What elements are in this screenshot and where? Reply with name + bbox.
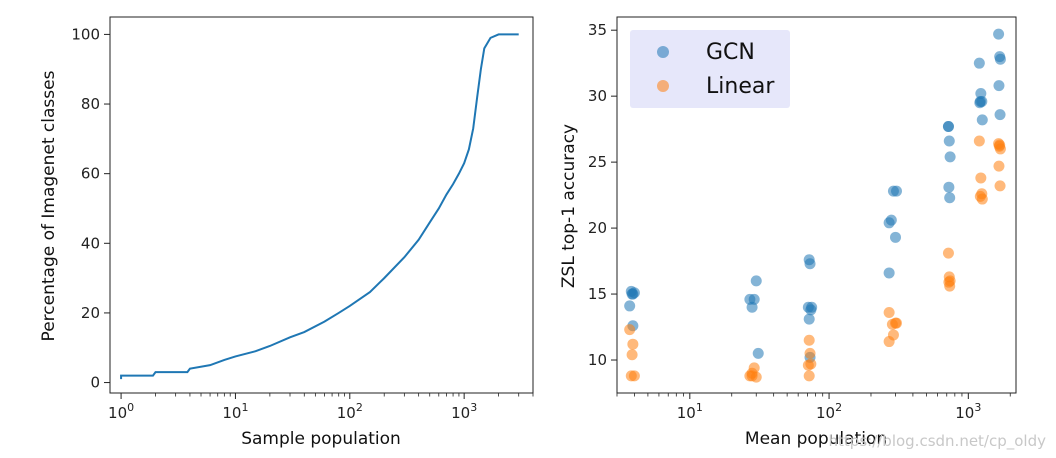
linear-point — [626, 349, 638, 361]
gcn-point — [944, 151, 956, 163]
right-x-axis-label: Mean population — [745, 429, 887, 449]
left-plot-frame — [109, 16, 534, 394]
gcn-point — [942, 121, 954, 132]
right-x-tick-label: 101 — [677, 401, 703, 422]
linear-point — [805, 358, 817, 370]
left-x-tick-label: 102 — [337, 401, 363, 422]
legend-label-linear: Linear — [706, 74, 775, 99]
gcn-point — [883, 267, 895, 279]
left-plot: 100 101 102 103 0 20 40 60 80 100 — [71, 16, 534, 422]
gcn-point — [944, 192, 956, 204]
linear-point — [883, 336, 895, 348]
linear-point — [942, 247, 954, 259]
linear-point — [624, 324, 636, 336]
linear-point — [993, 140, 1005, 152]
gcn-point — [993, 80, 1005, 92]
gcn-point — [624, 300, 636, 312]
linear-point — [975, 172, 987, 184]
gcn-point — [943, 181, 955, 193]
gcn-point — [890, 231, 901, 243]
right-y-tick-label: 10 — [588, 351, 607, 369]
right-y-tick-label: 35 — [588, 21, 607, 39]
gcn-point — [750, 275, 762, 287]
gcn-point — [752, 347, 764, 359]
right-x-tick-label: 103 — [955, 401, 981, 422]
left-x-tick-label: 101 — [222, 401, 248, 422]
gcn-point — [943, 135, 955, 147]
cumulative-line — [120, 33, 519, 380]
linear-point — [804, 347, 816, 359]
gcn-point — [994, 109, 1006, 121]
gcn-point — [974, 97, 986, 109]
gcn-point — [885, 214, 897, 226]
right-plot: 101 102 103 10 15 20 25 30 35 — [588, 16, 1017, 422]
linear-point — [993, 160, 1005, 172]
legend-label-gcn: GCN — [706, 40, 755, 65]
left-y-tick-label: 100 — [71, 25, 100, 43]
linear-point — [891, 317, 902, 329]
legend-box — [630, 30, 790, 108]
linear-point — [944, 280, 956, 292]
left-y-tick-label: 40 — [81, 234, 100, 252]
gcn-point — [804, 258, 816, 270]
linear-point — [803, 334, 815, 346]
left-y-tick-label: 60 — [81, 165, 100, 183]
gcn-point — [746, 301, 758, 313]
legend: GCN Linear — [630, 30, 790, 108]
linear-point — [973, 135, 985, 147]
left-x-tick-label: 103 — [451, 401, 477, 422]
right-y-axis-label: ZSL top-1 accuracy — [559, 124, 579, 288]
linear-point — [746, 370, 758, 382]
watermark: https://blog.csdn.net/cp_oldy — [829, 432, 1047, 451]
left-y-tick-label: 80 — [81, 95, 100, 113]
left-x-axis-label: Sample population — [241, 429, 401, 449]
right-plot-frame — [616, 16, 1017, 394]
linear-point — [625, 370, 637, 382]
left-y-tick-label: 20 — [81, 304, 100, 322]
linear-point — [627, 338, 639, 350]
gcn-point — [973, 57, 985, 69]
left-y-axis-label: Percentage of Imagenet classes — [39, 70, 59, 341]
right-y-tick-label: 30 — [588, 87, 607, 105]
gcn-point — [806, 301, 818, 313]
right-x-tick-label: 102 — [816, 401, 842, 422]
linear-point — [883, 307, 895, 319]
gcn-point — [994, 53, 1006, 65]
gcn-point — [976, 114, 988, 126]
right-y-tick-label: 15 — [588, 285, 607, 303]
gcn-point — [891, 185, 902, 197]
gcn-point — [626, 288, 638, 300]
left-y-tick-label: 0 — [90, 374, 100, 392]
right-y-tick-label: 25 — [588, 153, 607, 171]
legend-marker-gcn — [657, 46, 669, 58]
linear-point — [976, 193, 988, 205]
linear-point — [994, 180, 1006, 192]
gcn-point — [993, 28, 1005, 40]
left-x-tick-label: 100 — [108, 401, 134, 422]
gcn-point — [803, 313, 815, 325]
legend-marker-linear — [657, 80, 669, 92]
right-y-tick-label: 20 — [588, 219, 607, 237]
linear-point — [803, 370, 815, 382]
